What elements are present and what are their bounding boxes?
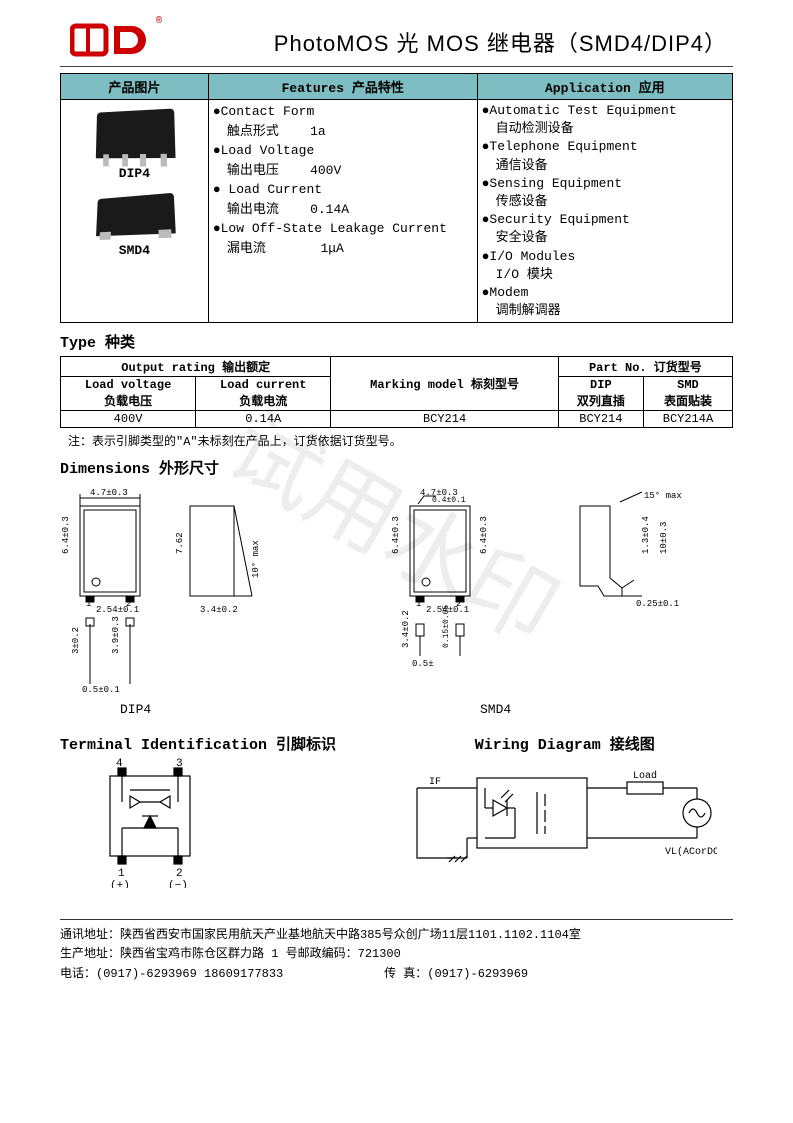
smd4-label: SMD4 bbox=[65, 243, 204, 258]
wiring-diagram: IF Load VL(ACorDC) bbox=[397, 758, 717, 888]
smd4-image bbox=[96, 193, 176, 237]
footer-addr1: 通讯地址：陕西省西安市国家民用航天产业基地航天中路385号众创广场11层1101… bbox=[60, 926, 733, 945]
type-row: SMD表面贴装 bbox=[643, 377, 732, 411]
spec-header-application: Application 应用 bbox=[477, 74, 732, 100]
dimensions-title: Dimensions 外形尺寸 bbox=[60, 457, 733, 478]
terminal-diagram: 4 3 1 2 (+) (−) bbox=[60, 758, 240, 888]
svg-text:0.4±0.1: 0.4±0.1 bbox=[432, 496, 466, 505]
type-h-output: Output rating 输出额定 bbox=[61, 357, 331, 377]
terminal-title: Terminal Identification 引脚标识 bbox=[60, 733, 397, 754]
header-rule bbox=[60, 66, 733, 67]
svg-text:0.5±0.1: 0.5±0.1 bbox=[82, 685, 120, 694]
smd4-dim-label: SMD4 bbox=[480, 702, 710, 717]
smd4-svg: 4.7±0.3 0.4±0.1 6.4±0.3 6.4±0.3 2.54±0.1… bbox=[390, 484, 710, 694]
dip4-label: DIP4 bbox=[65, 166, 204, 181]
page-title: PhotoMOS 光 MOS 继电器（SMD4/DIP4） bbox=[150, 20, 733, 58]
wiring-title: Wiring Diagram 接线图 bbox=[397, 733, 734, 754]
type-cell: BCY214 bbox=[558, 411, 643, 428]
app-row: ●Modem调制解调器 bbox=[482, 284, 728, 320]
svg-text:3.4±0.2: 3.4±0.2 bbox=[200, 605, 238, 615]
svg-text:1: 1 bbox=[416, 599, 421, 609]
type-row: Load current负载电流 bbox=[196, 377, 331, 411]
dip4-diagram: 4.7±0.3 6.4±0.3 7.62 2.54±0.1 3.4±0.2 10… bbox=[60, 484, 360, 717]
svg-text:0.25±0.1: 0.25±0.1 bbox=[636, 599, 679, 609]
type-h-partno: Part No. 订货型号 bbox=[558, 357, 732, 377]
footer: 通讯地址：陕西省西安市国家民用航天产业基地航天中路385号众创广场11层1101… bbox=[60, 919, 733, 984]
svg-text:2: 2 bbox=[176, 868, 183, 880]
svg-text:1.3±0.4: 1.3±0.4 bbox=[641, 516, 651, 554]
svg-text:4: 4 bbox=[116, 758, 123, 770]
type-cell: 400V bbox=[61, 411, 196, 428]
svg-text:10° max: 10° max bbox=[251, 540, 261, 578]
svg-text:1: 1 bbox=[118, 868, 125, 880]
dip4-svg: 4.7±0.3 6.4±0.3 7.62 2.54±0.1 3.4±0.2 10… bbox=[60, 484, 360, 694]
svg-text:3.9±0.3: 3.9±0.3 bbox=[111, 616, 121, 654]
svg-text:2: 2 bbox=[456, 599, 461, 609]
svg-text:3±0.2: 3±0.2 bbox=[71, 627, 81, 654]
app-row: ●Automatic Test Equipment自动检测设备 bbox=[482, 102, 728, 138]
type-row: DIP双列直插 bbox=[558, 377, 643, 411]
svg-text:10±0.3: 10±0.3 bbox=[659, 522, 669, 554]
svg-text:0.15±0.05: 0.15±0.05 bbox=[442, 605, 451, 648]
svg-text:3: 3 bbox=[176, 758, 183, 770]
type-cell: BCY214A bbox=[643, 411, 732, 428]
svg-text:6.4±0.3: 6.4±0.3 bbox=[479, 516, 489, 554]
svg-text:15° max: 15° max bbox=[644, 491, 682, 501]
company-logo: ® bbox=[70, 20, 150, 60]
svg-text:Load: Load bbox=[633, 770, 657, 782]
type-h-marking: Marking model 标刻型号 bbox=[331, 357, 558, 411]
svg-text:7.62: 7.62 bbox=[175, 533, 185, 555]
type-note: 注：表示引脚类型的"A"未标刻在产品上，订货依据订货型号。 bbox=[68, 432, 733, 449]
spec-header-features: Features 产品特性 bbox=[208, 74, 477, 100]
product-image-cell: DIP4 SMD4 bbox=[61, 100, 209, 323]
app-row: ●Telephone Equipment通信设备 bbox=[482, 138, 728, 174]
feature-row: ●Low Off-State Leakage Current漏电流 1μA bbox=[213, 219, 473, 258]
svg-text:VL(ACorDC): VL(ACorDC) bbox=[665, 846, 717, 858]
dimensions-row: 4.7±0.3 6.4±0.3 7.62 2.54±0.1 3.4±0.2 10… bbox=[60, 484, 733, 717]
features-cell: ●Contact Form触点形式 1a ●Load Voltage输出电压 4… bbox=[208, 100, 477, 323]
footer-addr2: 生产地址：陕西省宝鸡市陈仓区群力路 1 号邮政编码：721300 bbox=[60, 945, 733, 964]
application-cell: ●Automatic Test Equipment自动检测设备 ●Telepho… bbox=[477, 100, 732, 323]
svg-text:2.54±0.1: 2.54±0.1 bbox=[96, 605, 139, 615]
terminal-wiring-row: Terminal Identification 引脚标识 bbox=[60, 725, 733, 893]
feature-row: ●Contact Form触点形式 1a bbox=[213, 102, 473, 141]
feature-row: ● Load Current输出电流 0.14A bbox=[213, 180, 473, 219]
app-row: ●Security Equipment安全设备 bbox=[482, 211, 728, 247]
spec-header-image: 产品图片 bbox=[61, 74, 209, 100]
spec-table: 产品图片 Features 产品特性 Application 应用 DIP4 S… bbox=[60, 73, 733, 323]
type-table: Output rating 输出额定 Marking model 标刻型号 Pa… bbox=[60, 356, 733, 428]
svg-text:2: 2 bbox=[126, 599, 131, 609]
svg-text:0.5±: 0.5± bbox=[412, 659, 434, 669]
logo-registered: ® bbox=[156, 16, 162, 27]
svg-text:(+): (+) bbox=[110, 880, 130, 888]
footer-tel: 电话：(0917)-6293969 18609177833 传 真：(0917)… bbox=[60, 965, 733, 984]
svg-text:6.4±0.3: 6.4±0.3 bbox=[61, 516, 71, 554]
svg-text:3.4±0.2: 3.4±0.2 bbox=[401, 610, 411, 648]
svg-text:4.7±0.3: 4.7±0.3 bbox=[90, 488, 128, 498]
type-row: Load voltage负载电压 bbox=[61, 377, 196, 411]
svg-text:IF: IF bbox=[429, 777, 441, 788]
svg-text:6.4±0.3: 6.4±0.3 bbox=[391, 516, 401, 554]
app-row: ●I/O ModulesI/O 模块 bbox=[482, 248, 728, 284]
app-row: ●Sensing Equipment传感设备 bbox=[482, 175, 728, 211]
type-section-title: Type 种类 bbox=[60, 331, 733, 352]
terminal-section: Terminal Identification 引脚标识 bbox=[60, 725, 397, 893]
feature-row: ●Load Voltage输出电压 400V bbox=[213, 141, 473, 180]
svg-text:(−): (−) bbox=[168, 880, 188, 888]
dip4-image bbox=[96, 108, 176, 158]
type-cell: 0.14A bbox=[196, 411, 331, 428]
smd4-diagram: 4.7±0.3 0.4±0.1 6.4±0.3 6.4±0.3 2.54±0.1… bbox=[390, 484, 710, 717]
datasheet-page: 试用水印 ® PhotoMOS 光 MOS 继电器（SMD4/DIP4） 产品图… bbox=[0, 0, 793, 1004]
dip4-dim-label: DIP4 bbox=[120, 702, 360, 717]
svg-text:1: 1 bbox=[86, 599, 91, 609]
wiring-section: Wiring Diagram 接线图 bbox=[397, 725, 734, 893]
type-cell: BCY214 bbox=[331, 411, 558, 428]
header-row: ® PhotoMOS 光 MOS 继电器（SMD4/DIP4） bbox=[60, 20, 733, 60]
